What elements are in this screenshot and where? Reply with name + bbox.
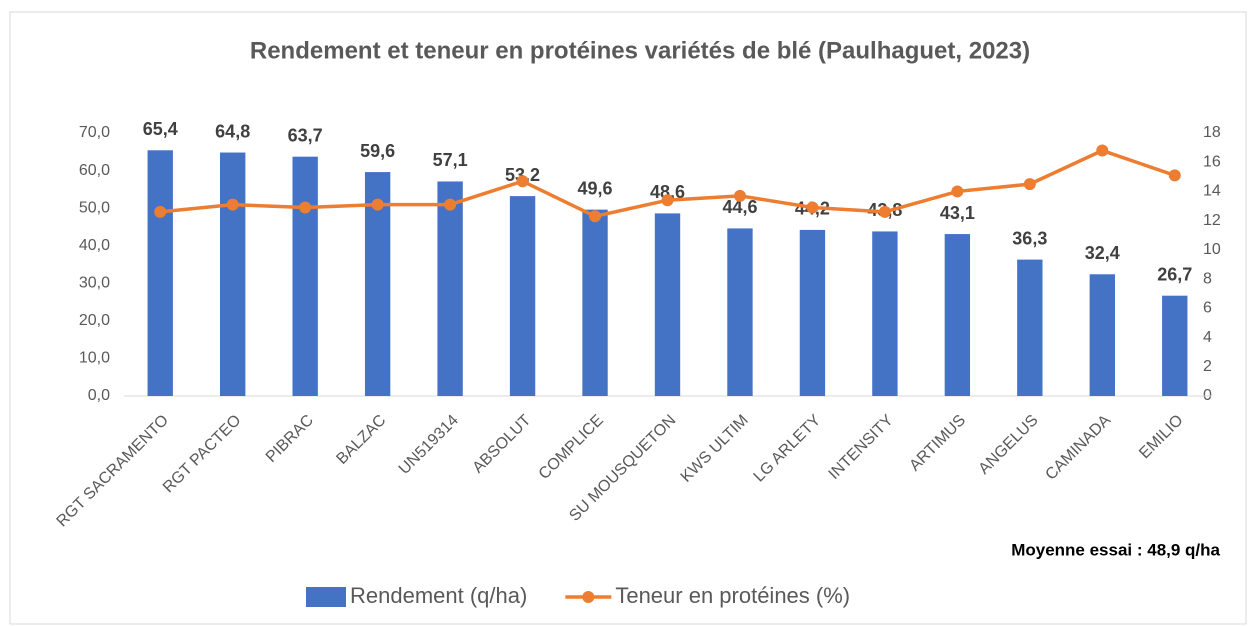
legend-label: Rendement (q/ha): [350, 583, 527, 608]
bar: [944, 234, 971, 396]
data-label: 65,4: [143, 119, 178, 139]
line-marker: [154, 205, 167, 218]
line-marker: [371, 198, 384, 211]
line-marker: [661, 194, 674, 207]
line-marker: [951, 185, 964, 198]
bar: [799, 229, 826, 396]
line-marker: [299, 201, 312, 214]
line-marker: [226, 198, 239, 211]
line-marker: [444, 198, 457, 211]
data-label: 63,7: [288, 125, 323, 145]
line-marker: [589, 210, 602, 223]
y-tick-label: 50,0: [79, 199, 110, 216]
data-label: 59,6: [360, 141, 395, 161]
line-marker: [1096, 144, 1109, 157]
y2-tick-label: 16: [1203, 153, 1221, 170]
y2-tick-label: 2: [1203, 358, 1212, 375]
y2-tick-label: 12: [1203, 212, 1221, 229]
y-tick-label: 60,0: [79, 162, 110, 179]
y2-tick-label: 18: [1203, 124, 1221, 141]
y-tick-label: 20,0: [79, 312, 110, 329]
line-marker: [733, 189, 746, 202]
annotation: Moyenne essai : 48,9 q/ha: [1011, 540, 1220, 559]
line-marker: [878, 205, 891, 218]
line-marker: [1023, 178, 1036, 191]
y2-tick-label: 10: [1203, 241, 1221, 258]
data-label: 64,8: [215, 121, 250, 141]
y2-tick-label: 4: [1203, 329, 1212, 346]
bar: [1089, 274, 1115, 396]
bar: [147, 150, 173, 396]
data-label: 48,6: [650, 182, 685, 202]
y2-tick-label: 14: [1203, 183, 1221, 200]
data-label: 43,1: [940, 203, 975, 223]
line-marker: [516, 175, 529, 188]
y-tick-label: 40,0: [79, 237, 110, 254]
line-marker: [1168, 169, 1181, 182]
line-marker: [806, 201, 819, 214]
legend-label: Teneur en protéines (%): [615, 583, 850, 608]
data-label: 57,1: [433, 150, 468, 170]
bar: [220, 152, 246, 396]
bar: [1162, 295, 1188, 396]
bar: [1017, 259, 1043, 396]
y-tick-label: 0,0: [88, 387, 110, 404]
y-tick-label: 30,0: [79, 275, 110, 292]
chart-title: Rendement et teneur en protéines variété…: [250, 37, 1030, 64]
bar: [292, 156, 318, 396]
chart-border: [9, 11, 1247, 625]
data-label: 49,6: [578, 178, 613, 198]
bar: [437, 181, 463, 396]
bar: [509, 196, 536, 396]
bar: [872, 231, 898, 396]
legend-swatch-marker: [582, 591, 595, 603]
y-tick-label: 10,0: [79, 350, 110, 367]
bar: [582, 209, 608, 396]
y2-tick-label: 8: [1203, 270, 1212, 287]
bar: [727, 228, 753, 396]
legend-swatch: [306, 587, 346, 607]
bar: [654, 213, 681, 396]
data-label: 26,7: [1157, 264, 1192, 284]
data-label: 36,3: [1012, 228, 1047, 248]
y2-tick-label: 6: [1203, 300, 1212, 317]
data-label: 32,4: [1085, 243, 1120, 263]
y-tick-label: 70,0: [79, 124, 110, 141]
data-label: 44,6: [722, 197, 757, 217]
data-label: 53,2: [505, 165, 540, 185]
